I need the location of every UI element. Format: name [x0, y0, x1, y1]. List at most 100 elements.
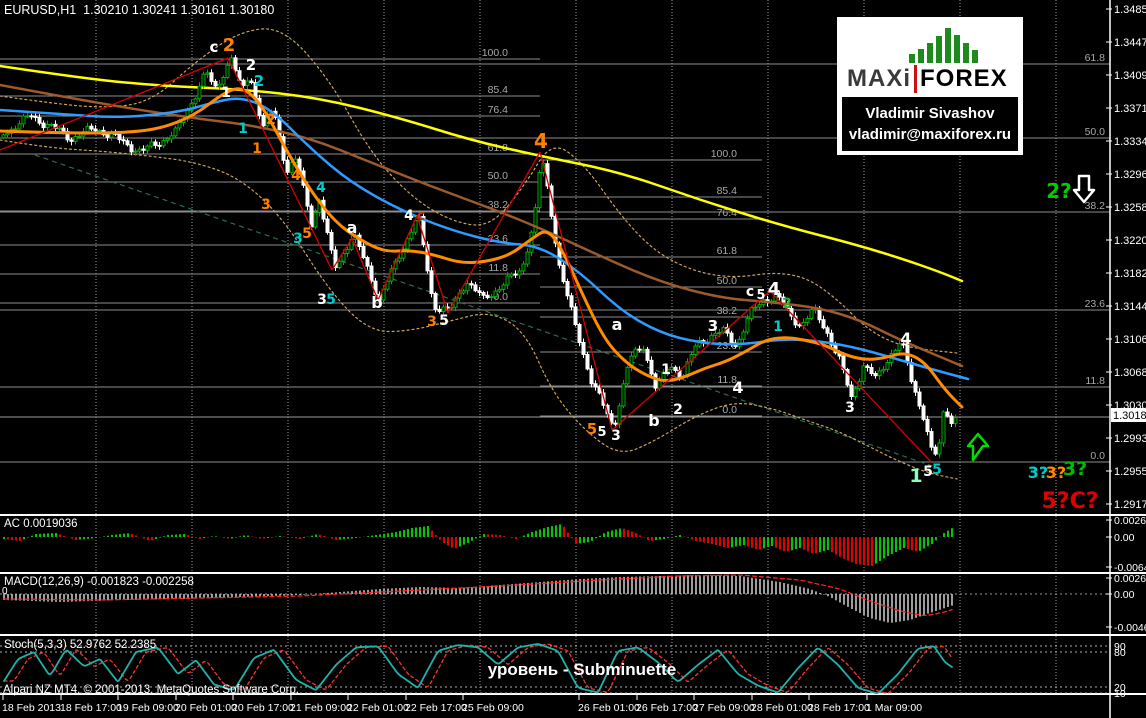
wave-label: c [746, 284, 754, 300]
wave-label: 5 [326, 292, 336, 308]
wave-label: 3 [427, 314, 437, 330]
price-axis[interactable]: 1.34850 1.34470 1.34090 1.33710 1.33340 1.329… [1106, 4, 1146, 511]
macd-panel: 0.002667 0.00 -0.004602 [0, 573, 1146, 634]
stoch-level-label: 90 [1114, 641, 1126, 653]
svg-text:85.4: 85.4 [488, 84, 509, 96]
svg-text:85.4: 85.4 [717, 185, 738, 197]
time-axis-label: 18 Feb 17:00 [60, 702, 122, 714]
svg-text:50.0: 50.0 [1085, 126, 1106, 138]
svg-text:61.8: 61.8 [1085, 52, 1106, 64]
wave-label: a [347, 218, 358, 237]
logo-bar [963, 43, 969, 63]
macd-axis-label: 0.00 [1114, 589, 1135, 601]
macd-name: MACD(12,26,9) [4, 576, 84, 588]
price-axis-label: 1.31820 [1114, 268, 1146, 280]
price-axis-label: 1.34090 [1114, 70, 1146, 82]
svg-text:38.2: 38.2 [717, 305, 738, 317]
macd-indicator-label: MACD(12,26,9) -0.001823 -0.002258 [4, 576, 194, 588]
time-axis-label: 28 Feb 01:00 [751, 702, 813, 714]
price-axis-label: 1.34850 [1114, 4, 1146, 16]
price-axis-label: 1.34470 [1114, 37, 1146, 49]
svg-text:11.8: 11.8 [488, 262, 508, 274]
time-axis-label: 19 Feb 09:00 [117, 702, 179, 714]
price-axis-label: 1.33340 [1114, 136, 1146, 148]
stoch-name: Stoch(5,3,3) [4, 639, 67, 651]
stoch-indicator-label: Stoch(5,3,3) 52.9762 52.2385 [4, 639, 156, 651]
svg-text:50.0: 50.0 [488, 170, 509, 182]
svg-text:0.0: 0.0 [722, 404, 737, 416]
logo-bar [954, 35, 960, 63]
time-axis-label: 20 Feb 17:00 [232, 702, 294, 714]
dashed-envelope [0, 28, 958, 480]
svg-text:38.2: 38.2 [1085, 200, 1106, 212]
price-axis-label: 1.29550 [1114, 466, 1146, 478]
ac-axis-label: 0.00 [1114, 532, 1135, 544]
time-axis-label: 22 Feb 17:00 [405, 702, 467, 714]
wave-label: c [210, 38, 219, 56]
wave-label: 1 [221, 85, 231, 101]
copyright-text: Alpari NZ MT4, © 2001-2013, MetaQuotes S… [3, 684, 300, 696]
ac-panel: 0.0026511 0.00 -0.0064395 [3, 515, 1146, 574]
svg-text:11.8: 11.8 [1085, 375, 1105, 387]
macd-axis-label: -0.004602 [1114, 622, 1146, 634]
wave-label: 4 [316, 180, 326, 196]
wave-label: 3 [845, 400, 855, 416]
price-axis-label: 1.31440 [1114, 301, 1146, 313]
stoch-values: 52.9762 52.2385 [69, 639, 157, 651]
wave-label: 1 [909, 465, 922, 487]
time-axis-label: 26 Feb 17:00 [636, 702, 698, 714]
wave-label: 3 [708, 317, 718, 335]
wave-label: 4 [768, 279, 781, 300]
maxiforex-logo-card: MAXi FOREX Vladimir Sivashov vladimir@ma… [837, 17, 1023, 155]
wave-label: 5 [756, 288, 765, 303]
wave-label: 4 [291, 168, 301, 184]
time-axis-label: 21 Feb 09:00 [290, 702, 352, 714]
price-axis-label: 1.32200 [1114, 235, 1146, 247]
svg-text:50.0: 50.0 [717, 275, 738, 287]
wave-label: 2 [673, 402, 683, 418]
wave-label: 5 [932, 462, 942, 478]
price-axis-label: 1.30680 [1114, 367, 1146, 379]
wave-label: 5 [302, 226, 312, 242]
macd-zero-label: 0 [2, 586, 8, 597]
wave-label: 3 [317, 292, 327, 308]
stoch-level-label: 80 [1114, 647, 1126, 659]
logo-brand: MAXi FOREX [847, 65, 1008, 93]
wave-label: b [371, 293, 382, 312]
wave-label: 3? [1028, 463, 1048, 482]
green-dashed-trendline [34, 154, 936, 468]
logo-bar [909, 54, 915, 63]
wave-label: 3 [293, 231, 303, 247]
time-axis-label: 27 Feb 09:00 [693, 702, 755, 714]
wave-label: 2 [782, 296, 792, 312]
time-axis-label: 20 Feb 01:00 [175, 702, 237, 714]
ac-name: AC [4, 518, 20, 530]
logo-contact-box: Vladimir Sivashov vladimir@maxiforex.ru [842, 97, 1018, 151]
current-price-tag: 1.30180 [1113, 410, 1146, 422]
svg-text:0.0: 0.0 [1090, 450, 1105, 462]
wave-label: 4 [900, 329, 911, 348]
ma-brown [0, 83, 964, 368]
wave-label: c [417, 208, 425, 224]
svg-text:76.4: 76.4 [488, 104, 509, 116]
price-axis-label: 1.31060 [1114, 334, 1146, 346]
logo-author-email[interactable]: vladimir@maxiforex.ru [848, 126, 1012, 143]
wave-level-caption: уровень - Subminuette [487, 660, 677, 679]
time-axis-label: 18 Feb 2013 [2, 702, 61, 714]
ohlc-readout: EURUSD,H1 1.30210 1.30241 1.30161 1.3018… [4, 3, 275, 17]
ac-value: 0.0019036 [23, 518, 78, 530]
stoch-level-label: 20 [1114, 682, 1126, 694]
wave-label: a [612, 315, 623, 334]
svg-text:100.0: 100.0 [482, 47, 508, 59]
macd-axis-label: 0.002667 [1114, 573, 1146, 585]
wave-label: 4 [534, 129, 548, 153]
wave-label: 4 [732, 378, 743, 397]
svg-text:100.0: 100.0 [711, 148, 737, 160]
stoch-level-label: 10 [1114, 688, 1126, 700]
